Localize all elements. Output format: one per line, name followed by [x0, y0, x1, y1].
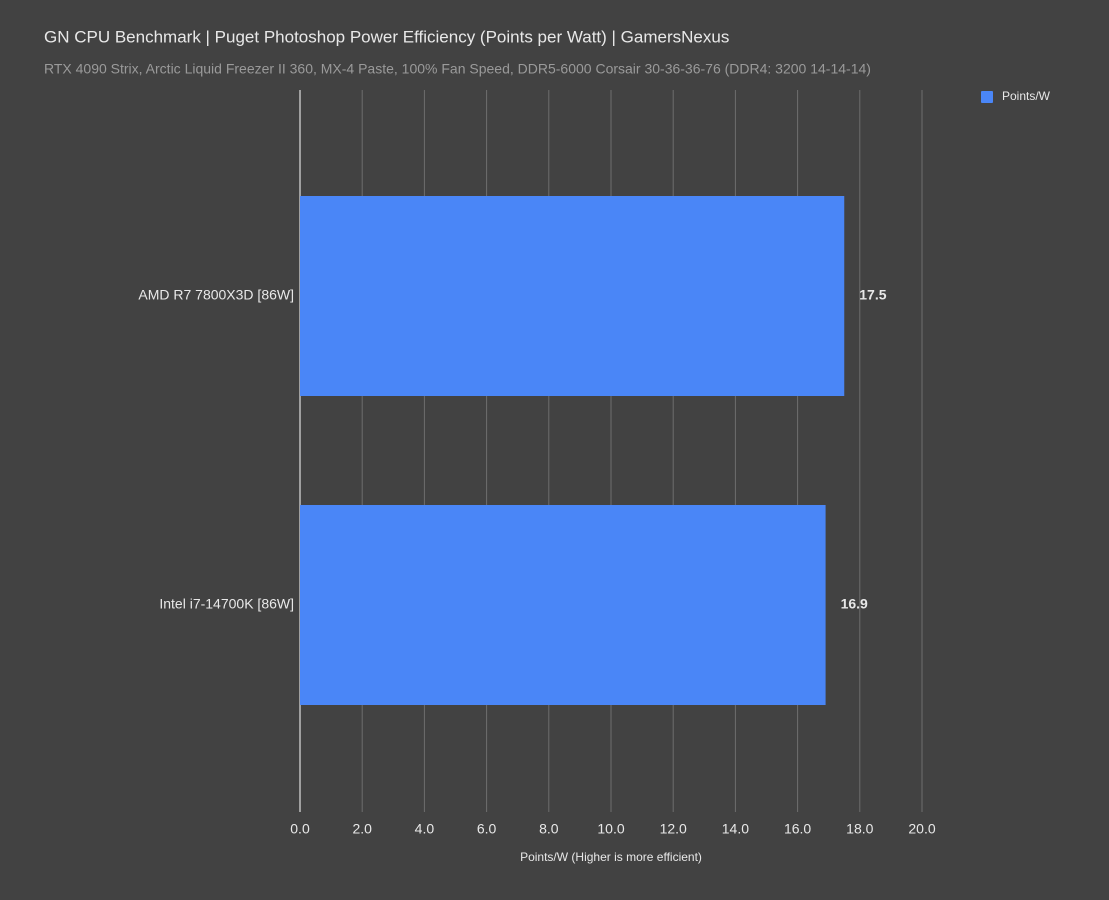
x-axis-label: Points/W (Higher is more efficient) — [520, 850, 702, 864]
x-tick-label: 2.0 — [352, 821, 372, 837]
legend-swatch — [981, 91, 993, 103]
y-tick-label: AMD R7 7800X3D [86W] — [138, 287, 294, 303]
x-tick-label: 18.0 — [846, 821, 873, 837]
x-tick-label: 0.0 — [290, 821, 310, 837]
x-tick-label: 6.0 — [477, 821, 497, 837]
x-tick-label: 16.0 — [784, 821, 811, 837]
x-tick-label: 10.0 — [597, 821, 624, 837]
bar — [300, 196, 845, 396]
legend-label: Points/W — [1002, 89, 1051, 103]
x-tick-label: 12.0 — [660, 821, 687, 837]
value-label: 16.9 — [841, 596, 868, 612]
chart-subtitle: RTX 4090 Strix, Arctic Liquid Freezer II… — [44, 61, 871, 77]
x-tick-label: 4.0 — [415, 821, 435, 837]
x-tick-label: 14.0 — [722, 821, 749, 837]
value-label: 17.5 — [859, 287, 886, 303]
x-tick-label: 20.0 — [908, 821, 935, 837]
y-tick-label: Intel i7-14700K [86W] — [159, 596, 294, 612]
chart-title: GN CPU Benchmark | Puget Photoshop Power… — [44, 27, 729, 46]
bar — [300, 505, 826, 705]
x-tick-label: 8.0 — [539, 821, 559, 837]
